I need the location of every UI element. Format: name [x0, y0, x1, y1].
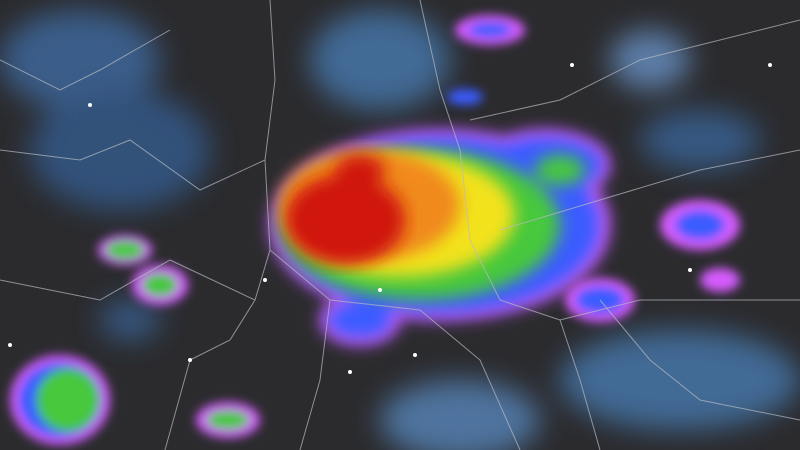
city-dots — [8, 63, 772, 374]
storm-cells — [10, 15, 740, 445]
cloud-cover — [0, 10, 800, 450]
